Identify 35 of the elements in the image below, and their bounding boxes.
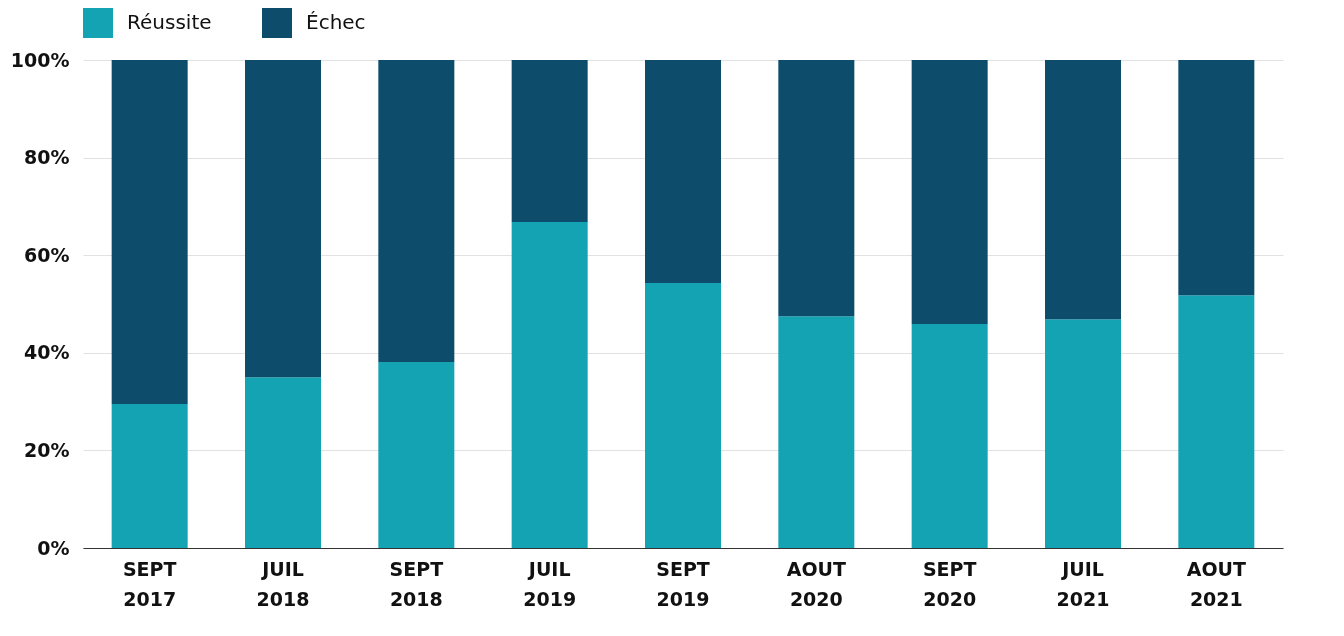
x-tick-label: SEPT 2020 — [922, 557, 977, 610]
x-tick-label: SEPT 2018 — [389, 557, 444, 610]
bar — [645, 283, 721, 548]
legend-label: Réussite — [127, 10, 212, 34]
bar — [511, 222, 588, 548]
bar — [245, 60, 321, 378]
bar — [511, 60, 588, 223]
x-tick-label: SEPT 2017 — [122, 557, 177, 610]
bar — [911, 60, 988, 325]
y-tick-label: 40% — [24, 341, 70, 364]
y-tick-label: 80% — [24, 146, 70, 169]
x-tick-label: SEPT 2019 — [656, 557, 710, 610]
x-tick-label: JUIL 2021 — [1056, 557, 1110, 610]
bar — [1045, 319, 1121, 548]
y-tick-label: 0% — [37, 536, 70, 559]
bar — [911, 324, 988, 548]
x-tick-label: JUIL 2018 — [256, 557, 310, 610]
x-tick-label: AOUT 2020 — [786, 557, 846, 610]
bar — [111, 60, 188, 405]
bar — [378, 60, 455, 363]
bar — [1045, 60, 1121, 320]
bar — [778, 60, 855, 317]
bar — [378, 362, 455, 548]
legend-label: Échec — [306, 10, 366, 34]
x-tick-label: AOUT 2021 — [1186, 557, 1246, 610]
bar — [1178, 295, 1255, 548]
x-tick-label: JUIL 2019 — [523, 557, 577, 610]
bar — [778, 316, 855, 548]
y-tick-label: 20% — [24, 438, 70, 461]
bar — [1178, 60, 1255, 296]
y-tick-label: 60% — [24, 243, 70, 266]
bar — [645, 60, 721, 284]
y-tick-label: 100% — [10, 48, 70, 71]
bar — [111, 404, 188, 548]
bar — [245, 377, 321, 548]
